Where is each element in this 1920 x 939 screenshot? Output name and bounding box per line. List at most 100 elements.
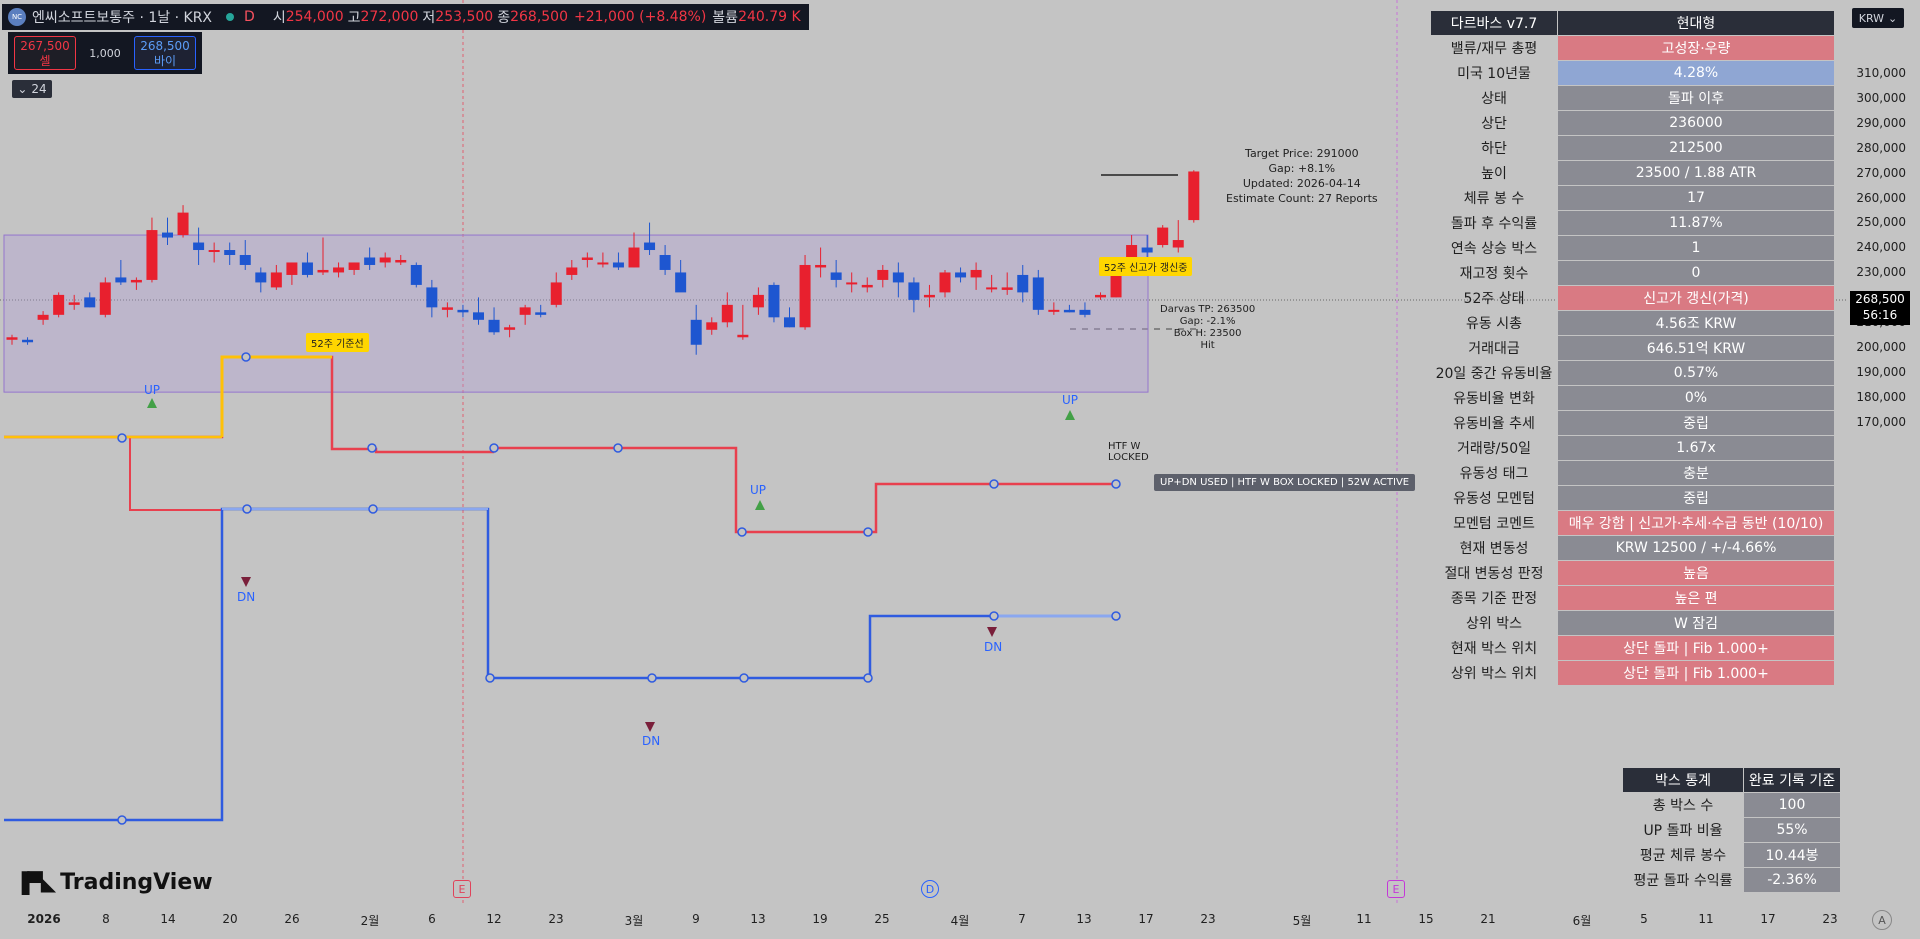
breakout-down-marker (987, 627, 997, 637)
trade-panel: 267,500 셀 1,000 268,500 바이 (8, 32, 202, 74)
candle-body (815, 264, 827, 268)
close-label: 종 (497, 10, 511, 26)
auto-scale-button[interactable]: A (1872, 910, 1892, 930)
panel-row-key: 종목 기준 판정 (1430, 585, 1558, 611)
box-pivot-marker (863, 527, 873, 537)
panel-row-key: 52주 상태 (1430, 285, 1558, 311)
candle-body (1095, 294, 1106, 298)
candle-body (286, 262, 298, 275)
high-label: 고 (347, 10, 361, 26)
box-pivot-marker (117, 815, 127, 825)
box-pivot-marker (1111, 611, 1121, 621)
candle-body (784, 317, 795, 328)
htf-line-1: HTF W (1108, 441, 1141, 452)
stats-row-key: 평균 돌파 수익률 (1622, 867, 1744, 893)
panel-row-value: 17 (1557, 185, 1835, 211)
darvas-gap-line: Gap: -2.1% (1179, 316, 1236, 327)
candle-body (939, 272, 951, 293)
panel-row-value: 중립 (1557, 485, 1835, 511)
order-qty[interactable]: 1,000 (89, 46, 121, 60)
panel-row-value: 1 (1557, 235, 1835, 261)
sell-price: 267,500 (20, 39, 70, 53)
last-price: 268,500 (1855, 292, 1905, 306)
candle-body (317, 269, 329, 273)
candle-body (68, 302, 80, 305)
candle-body (1172, 240, 1184, 248)
time-axis-label: 19 (812, 912, 828, 926)
candle-body (348, 262, 360, 270)
panel-row: 종목 기준 판정 높은 편 (1430, 585, 1835, 611)
up-label: UP (1062, 393, 1079, 407)
candle-body (955, 272, 967, 278)
dn-label: DN (237, 590, 256, 604)
time-axis-label: 14 (160, 912, 176, 926)
panel-row: 미국 10년물 4.28% (1430, 60, 1835, 86)
panel-row-key: 연속 상승 박스 (1430, 235, 1558, 261)
target-gap-line: Gap: +8.1% (1268, 162, 1336, 175)
up-label: UP (144, 383, 161, 397)
dn-label: DN (984, 640, 1003, 654)
candle-body (1157, 227, 1169, 246)
symbol-header[interactable]: NC 엔씨소프트보통주 · 1날 · KRX D 시 254,000 고 272,0… (2, 4, 809, 30)
52w-base-tag: 52주 기준선 (306, 333, 369, 352)
price-axis[interactable]: 310,000 300,000 290,000 280,000 270,000 260,0… (1848, 0, 1920, 939)
open-value: 254,000 (285, 9, 344, 25)
currency-selector[interactable]: KRW ⌄ (1852, 8, 1904, 28)
candle-body (457, 309, 469, 313)
sell-button[interactable]: 267,500 셀 (14, 36, 76, 70)
price-axis-label: 200,000 (1856, 339, 1906, 354)
panel-row-key: 유동성 모멘텀 (1430, 485, 1558, 511)
darvas-hit-line: Hit (1200, 340, 1215, 351)
panel-row-key: 상위 박스 위치 (1430, 660, 1558, 686)
panel-row-value: 236000 (1557, 110, 1835, 136)
candle-body (970, 269, 982, 278)
time-axis-label: 6월 (1572, 914, 1592, 928)
earnings-event-icon[interactable]: E (453, 880, 471, 898)
panel-row-key: 현재 변동성 (1430, 535, 1558, 561)
indicator-collapse-button[interactable]: ⌄ 24 (12, 80, 52, 98)
panel-row-value: 상단 돌파 | Fib 1.000+ (1557, 635, 1835, 661)
box-pivot-marker (242, 504, 252, 514)
panel-row-value: 매우 강함 | 신고가·추세·수급 동반 (10/10) (1557, 510, 1835, 536)
candle-body (22, 339, 34, 343)
panel-row: 하단 212500 (1430, 135, 1835, 161)
candle-body (504, 327, 516, 330)
price-axis-label: 230,000 (1856, 265, 1906, 280)
buy-button[interactable]: 268,500 바이 (134, 36, 196, 70)
candle-body (597, 262, 609, 265)
candle-body (892, 272, 904, 283)
panel-row-key: 20일 중간 유동비율 (1430, 360, 1558, 386)
candle-body (1141, 247, 1153, 253)
tradingview-logo[interactable]: ▐▀◣ TradingView (14, 870, 213, 895)
tradingview-logo-icon: ▐▀◣ (14, 870, 56, 895)
candle-body (441, 307, 453, 310)
time-axis-label: 4월 (950, 914, 970, 928)
symbol-name[interactable]: 엔씨소프트보통주 · 1날 · KRX (32, 10, 213, 26)
panel-row-value: 신고가 갱신(가격) (1557, 285, 1835, 311)
interval-flag: D (244, 9, 255, 25)
stats-row-key: UP 돌파 비율 (1622, 817, 1744, 843)
time-axis-label: 17 (1760, 912, 1776, 926)
candle-body (519, 307, 531, 315)
panel-row: 밸류/재무 총평 고성장·우량 (1430, 35, 1835, 61)
panel-row-value: 돌파 이후 (1557, 85, 1835, 111)
candle-body (644, 242, 656, 251)
dividend-event-icon[interactable]: D (921, 880, 939, 898)
earnings-event-icon[interactable]: E (1387, 880, 1405, 898)
panel-row-key: 상단 (1430, 110, 1558, 136)
time-axis-label: 11 (1698, 912, 1714, 926)
panel-row-value: 충분 (1557, 460, 1835, 486)
box-52w-line (220, 355, 332, 437)
breakout-down-marker (241, 577, 251, 587)
candle-body (1188, 171, 1200, 221)
box-pivot-marker (989, 611, 999, 621)
symbol-logo: NC (8, 8, 26, 26)
price-axis-label: 250,000 (1856, 215, 1906, 230)
indicator-status-label: UP+DN USED | HTF W BOX LOCKED | 52W ACTI… (1154, 474, 1416, 491)
candle-body (488, 319, 500, 333)
panel-row: 재고정 횟수 0 (1430, 260, 1835, 286)
panel-row-value: 0% (1557, 385, 1835, 411)
time-axis-label: 23 (548, 912, 564, 926)
box-pivot-marker (1111, 479, 1121, 489)
